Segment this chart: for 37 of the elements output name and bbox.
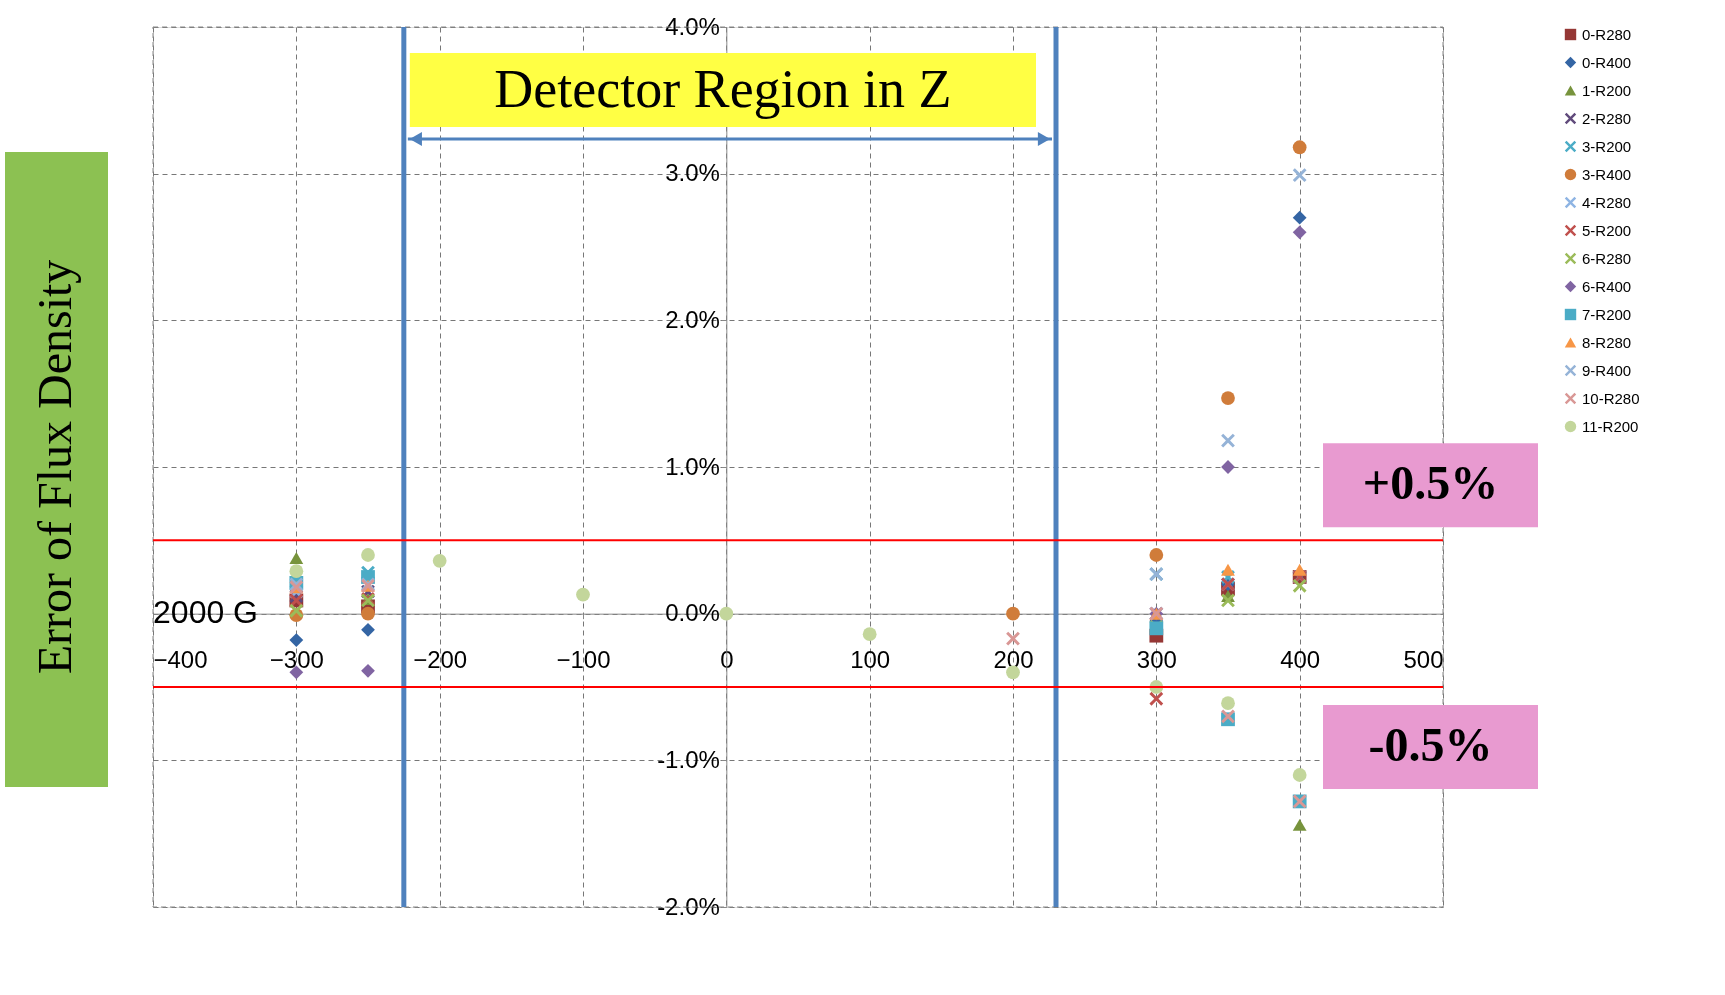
x-tick-label: −200	[413, 646, 468, 674]
annotation: 2000 G	[153, 593, 258, 630]
legend-label: 0-R280	[1582, 25, 1632, 43]
legend-label: 6-R280	[1582, 249, 1632, 267]
y-tick-label: 0.0%	[665, 599, 720, 627]
y-tick-label: -1.0%	[657, 745, 720, 773]
x-tick-label: 0	[720, 646, 734, 674]
x-tick-label: 200	[993, 646, 1034, 674]
legend-label: 9-R400	[1582, 361, 1632, 379]
x-tick-label: 400	[1280, 646, 1321, 674]
legend-label: 8-R280	[1582, 333, 1632, 351]
y-axis-title: Error of Flux Density	[28, 259, 81, 675]
legend-label: 11-R200	[1582, 417, 1639, 435]
y-tick-label: 4.0%	[665, 12, 720, 40]
legend-label: 6-R400	[1582, 277, 1632, 295]
x-tick-label: −300	[269, 646, 324, 674]
legend-label: 7-R200	[1582, 305, 1632, 323]
ref-line-label: -0.5%	[1368, 718, 1493, 771]
annotation: Detector Region in Z	[494, 59, 952, 119]
y-tick-label: 1.0%	[665, 452, 720, 480]
y-tick-label: 3.0%	[665, 159, 720, 187]
legend-label: 5-R200	[1582, 221, 1632, 239]
y-tick-label: -2.0%	[657, 892, 720, 920]
x-tick-label: −100	[556, 646, 611, 674]
y-tick-label: 2.0%	[665, 305, 720, 333]
ref-line-label: +0.5%	[1362, 456, 1499, 510]
x-tick-label: 300	[1136, 646, 1177, 674]
x-tick-label: 500	[1403, 646, 1444, 674]
legend-label: 0-R400	[1582, 53, 1632, 71]
legend-label: 4-R280	[1582, 193, 1632, 211]
legend-label: 2-R280	[1582, 109, 1632, 127]
legend-label: 10-R280	[1582, 389, 1640, 407]
legend-label: 1-R200	[1582, 81, 1632, 99]
x-tick-label: 100	[850, 646, 891, 674]
legend-label: 3-R200	[1582, 137, 1632, 155]
x-tick-label: −400	[153, 646, 208, 674]
legend-label: 3-R400	[1582, 165, 1632, 183]
